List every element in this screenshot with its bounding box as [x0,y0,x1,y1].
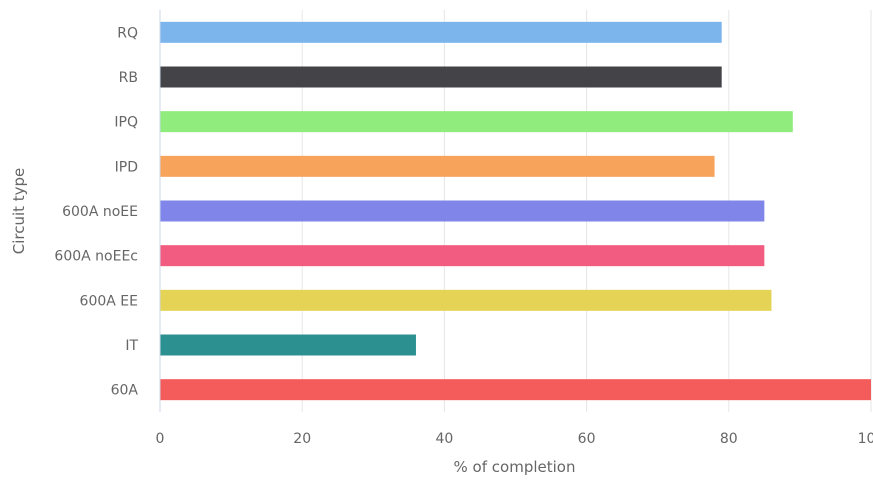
bar [160,111,793,133]
bar [160,21,722,43]
x-tick-label: 40 [435,431,453,447]
y-tick-label: 600A noEE [62,204,138,220]
x-tick-label: 80 [720,431,738,447]
x-axis-title: % of completion [454,458,576,476]
y-axis-ticks: RQ RB IPQ IPD 600A noEE 600A noEEc 600A EE IT 60… [54,25,138,398]
y-tick-label: IPD [115,159,138,175]
y-tick-label: 60A [111,383,139,399]
y-tick-label: 600A EE [80,293,138,309]
y-tick-label: RB [119,70,138,86]
y-tick-label: 600A noEEc [54,249,138,265]
bar [160,245,765,267]
bar [160,155,715,177]
bar [160,379,871,401]
y-tick-label: RQ [117,25,138,41]
x-tick-label: 20 [293,431,311,447]
x-tick-label: 100 [858,431,873,447]
bar [160,334,416,356]
x-axis-ticks: 0 20 40 60 80 100 [156,431,873,447]
x-tick-label: 0 [156,431,165,447]
x-tick-label: 60 [578,431,596,447]
bar [160,200,765,222]
bars [160,21,871,401]
bar [160,289,772,311]
y-axis-title: Circuit type [10,168,28,255]
y-tick-label: IT [125,338,138,354]
y-tick-label: IPQ [114,115,138,131]
bar [160,66,722,88]
